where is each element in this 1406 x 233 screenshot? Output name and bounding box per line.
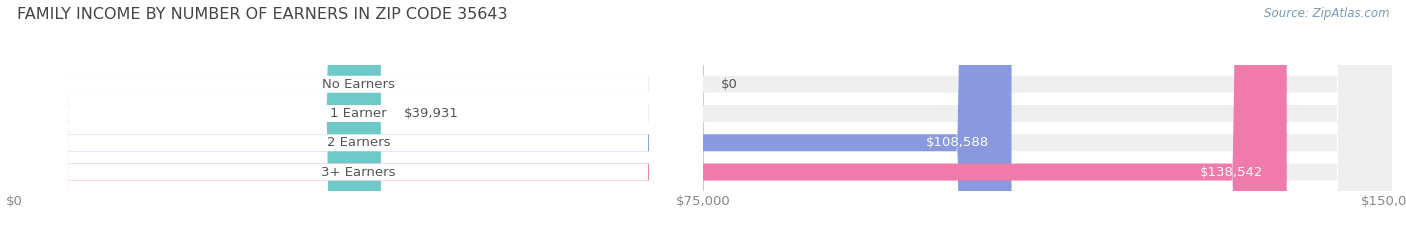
Text: 1 Earner: 1 Earner xyxy=(330,107,387,120)
FancyBboxPatch shape xyxy=(14,0,1011,233)
FancyBboxPatch shape xyxy=(14,0,1392,233)
FancyBboxPatch shape xyxy=(14,0,703,233)
Text: $108,588: $108,588 xyxy=(925,136,988,149)
Text: $39,931: $39,931 xyxy=(404,107,458,120)
FancyBboxPatch shape xyxy=(14,0,1392,233)
FancyBboxPatch shape xyxy=(14,0,703,233)
FancyBboxPatch shape xyxy=(14,0,1392,233)
Text: Source: ZipAtlas.com: Source: ZipAtlas.com xyxy=(1264,7,1389,20)
FancyBboxPatch shape xyxy=(14,0,381,233)
Text: $0: $0 xyxy=(721,78,738,91)
Text: $138,542: $138,542 xyxy=(1201,165,1264,178)
FancyBboxPatch shape xyxy=(14,0,1392,233)
Text: 3+ Earners: 3+ Earners xyxy=(322,165,395,178)
FancyBboxPatch shape xyxy=(14,0,1286,233)
Text: 2 Earners: 2 Earners xyxy=(326,136,391,149)
FancyBboxPatch shape xyxy=(14,0,703,233)
FancyBboxPatch shape xyxy=(14,0,703,233)
Text: No Earners: No Earners xyxy=(322,78,395,91)
Text: FAMILY INCOME BY NUMBER OF EARNERS IN ZIP CODE 35643: FAMILY INCOME BY NUMBER OF EARNERS IN ZI… xyxy=(17,7,508,22)
